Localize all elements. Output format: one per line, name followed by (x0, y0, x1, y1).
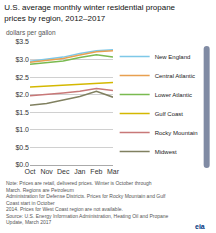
svg-text:Rocky Mountain: Rocky Mountain (155, 130, 198, 136)
svg-text:Note: Prices are retail, deliv: Note: Prices are retail, delivered price… (6, 180, 169, 225)
svg-text:New England: New England (155, 54, 191, 60)
svg-text:Nov: Nov (40, 168, 53, 175)
svg-text:Oct: Oct (25, 168, 36, 175)
svg-text:Jan: Jan (74, 168, 85, 175)
svg-text:Gulf Coast: Gulf Coast (155, 111, 184, 117)
svg-text:dollars per gallon: dollars per gallon (6, 29, 56, 37)
svg-text:$3.0: $3.0 (15, 56, 29, 63)
svg-text:$0.5: $0.5 (15, 144, 29, 151)
svg-text:eia: eia (195, 223, 205, 230)
svg-text:$2.5: $2.5 (15, 74, 29, 81)
svg-text:Midwest: Midwest (155, 149, 177, 155)
svg-text:Central Atlantic: Central Atlantic (155, 73, 195, 79)
svg-text:$1.0: $1.0 (15, 126, 29, 133)
svg-text:Mar: Mar (107, 168, 120, 175)
svg-text:$2.0: $2.0 (15, 91, 29, 98)
svg-text:$3.5: $3.5 (15, 38, 29, 45)
svg-text:Dec: Dec (57, 168, 70, 175)
svg-text:$0.0: $0.0 (15, 161, 29, 168)
svg-text:Feb: Feb (90, 168, 102, 175)
svg-text:U.S. average monthly winter re: U.S. average monthly winter residential … (4, 3, 175, 22)
svg-text:Lower Atlantic: Lower Atlantic (155, 92, 192, 98)
svg-text:$1.5: $1.5 (15, 109, 29, 116)
